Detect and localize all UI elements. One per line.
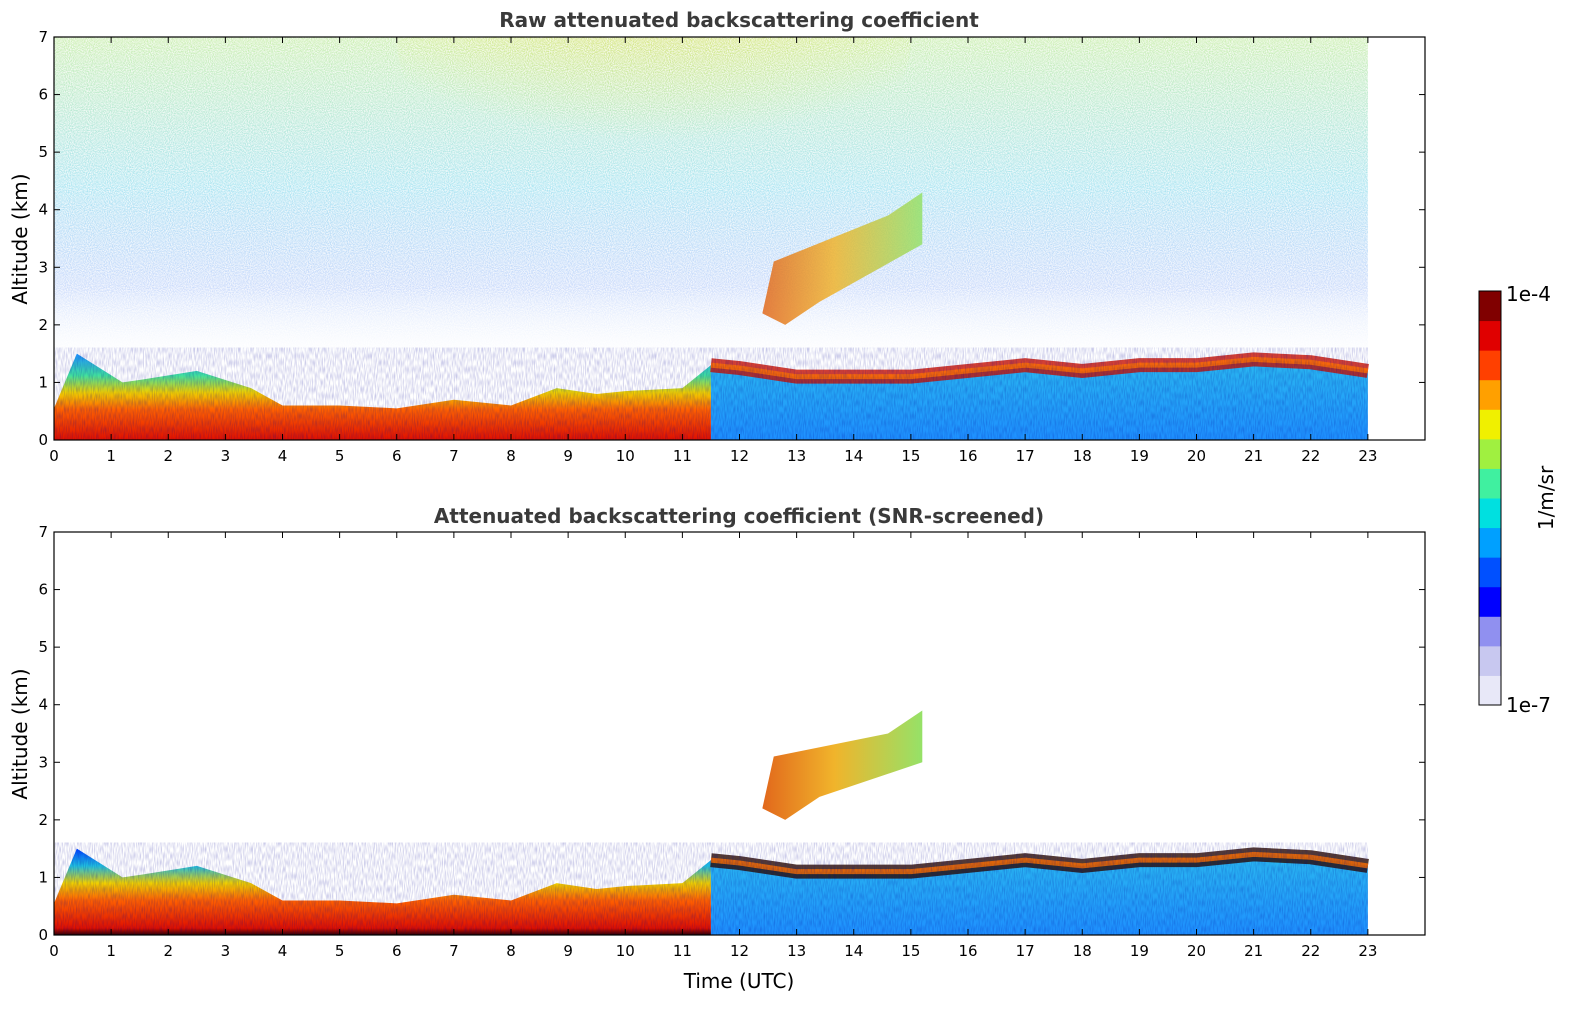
x-tick-label: 7: [449, 942, 459, 960]
y-tick-label: 2: [38, 811, 48, 829]
colorbar-band: [1479, 350, 1501, 381]
colorbar-frame: [1478, 290, 1502, 706]
x-tick-label: 11: [673, 942, 692, 960]
y-tick-label: 3: [38, 258, 48, 276]
x-tick-label: 5: [335, 447, 345, 465]
x-tick-label: 16: [958, 942, 977, 960]
y-tick-label: 4: [38, 696, 48, 714]
x-tick-label: 0: [49, 447, 59, 465]
y-tick-label: 5: [38, 638, 48, 656]
y-tick-label: 0: [38, 926, 48, 944]
colorbar-band: [1479, 409, 1501, 440]
chart-title-raw: Raw attenuated backscattering coefficien…: [499, 8, 979, 32]
y-tick-label: 1: [38, 868, 48, 886]
heatmap-snr: [54, 710, 1369, 935]
y-tick-label: 0: [38, 431, 48, 449]
x-tick-label: 12: [730, 447, 749, 465]
x-tick-label: 6: [392, 942, 402, 960]
x-tick-label: 10: [616, 942, 635, 960]
x-tick-label: 9: [563, 942, 573, 960]
x-tick-label: 12: [730, 942, 749, 960]
x-tick-label: 15: [901, 447, 920, 465]
colorbar-band: [1479, 379, 1501, 410]
colorbar-band: [1479, 557, 1501, 588]
x-tick-label: 22: [1301, 942, 1320, 960]
boundary-layer-texture: [54, 347, 1368, 440]
x-tick-label: 13: [787, 447, 806, 465]
x-tick-label: 15: [901, 942, 920, 960]
x-tick-label: 13: [787, 942, 806, 960]
x-tick-label: 8: [506, 447, 516, 465]
x-tick-label: 18: [1073, 942, 1092, 960]
x-tick-label: 23: [1358, 942, 1377, 960]
axis-ticks-snr: 0 1 2 3 4 5 6 7 8 9 10 11 12 13 14 15 16 17 18 19 20 21 22 2301…: [38, 523, 1425, 960]
y-tick-label: 7: [38, 28, 48, 46]
x-tick-label: 21: [1244, 942, 1263, 960]
y-axis-label-snr: Altitude (km): [8, 668, 32, 799]
x-tick-label: 16: [958, 447, 977, 465]
x-tick-label: 17: [1016, 447, 1035, 465]
x-tick-label: 2: [163, 942, 173, 960]
y-tick-label: 1: [38, 373, 48, 391]
elevated-aerosol-layer: [762, 710, 923, 820]
colorbar-band: [1479, 291, 1501, 322]
x-tick-label: 3: [221, 942, 231, 960]
x-tick-label: 4: [278, 447, 288, 465]
y-tick-label: 4: [38, 201, 48, 219]
chart-title-snr: Attenuated backscattering coefficient (S…: [434, 504, 1044, 528]
x-tick-label: 5: [335, 942, 345, 960]
x-tick-label: 19: [1130, 447, 1149, 465]
y-tick-label: 5: [38, 143, 48, 161]
x-tick-label: 14: [844, 942, 863, 960]
y-tick-label: 2: [38, 316, 48, 334]
colorbar: 1e-4 1e-7 1/m/sr: [1478, 282, 1558, 717]
boundary-layer-texture: [54, 842, 1368, 935]
x-tick-label: 6: [392, 447, 402, 465]
colorbar-band: [1479, 586, 1501, 617]
x-tick-label: 21: [1244, 447, 1263, 465]
y-axis-label-raw: Altitude (km): [8, 173, 32, 304]
x-tick-label: 17: [1016, 942, 1035, 960]
x-tick-label: 20: [1187, 942, 1206, 960]
y-tick-label: 6: [38, 86, 48, 104]
colorbar-band: [1479, 645, 1501, 676]
chart-panel-raw: Raw attenuated backscattering coefficien…: [8, 8, 1426, 465]
y-tick-label: 7: [38, 523, 48, 541]
colorbar-band: [1479, 616, 1501, 647]
x-tick-label: 1: [106, 942, 116, 960]
x-tick-label: 11: [673, 447, 692, 465]
x-tick-label: 8: [506, 942, 516, 960]
colorbar-band: [1479, 320, 1501, 351]
colorbar-min-label: 1e-7: [1506, 693, 1551, 717]
heatmap-raw: [54, 37, 1369, 440]
colorbar-band: [1479, 438, 1501, 469]
x-tick-label: 1: [106, 447, 116, 465]
colorbar-band: [1479, 527, 1501, 558]
x-tick-label: 20: [1187, 447, 1206, 465]
colorbar-unit-label: 1/m/sr: [1534, 465, 1558, 530]
colorbar-band: [1479, 468, 1501, 499]
x-tick-label: 4: [278, 942, 288, 960]
y-tick-label: 3: [38, 753, 48, 771]
x-axis-label: Time (UTC): [683, 969, 795, 993]
x-tick-label: 18: [1073, 447, 1092, 465]
x-tick-label: 0: [49, 942, 59, 960]
x-tick-label: 9: [563, 447, 573, 465]
colorbar-band: [1479, 498, 1501, 529]
x-tick-label: 10: [616, 447, 635, 465]
colorbar-max-label: 1e-4: [1506, 282, 1551, 306]
elevated-aerosol-layer: [762, 192, 923, 325]
x-tick-label: 7: [449, 447, 459, 465]
x-tick-label: 19: [1130, 942, 1149, 960]
chart-panel-snr: Attenuated backscattering coefficient (S…: [8, 504, 1426, 993]
x-tick-label: 14: [844, 447, 863, 465]
axis-ticks-raw: 0 1 2 3 4 5 6 7 8 9 10 11 12 13 14 15 16 17 18 19 20 21 22 2301…: [38, 28, 1425, 465]
x-tick-label: 22: [1301, 447, 1320, 465]
x-tick-label: 2: [163, 447, 173, 465]
x-tick-label: 3: [221, 447, 231, 465]
y-tick-label: 6: [38, 581, 48, 599]
x-tick-label: 23: [1358, 447, 1377, 465]
colorbar-band: [1479, 675, 1501, 706]
